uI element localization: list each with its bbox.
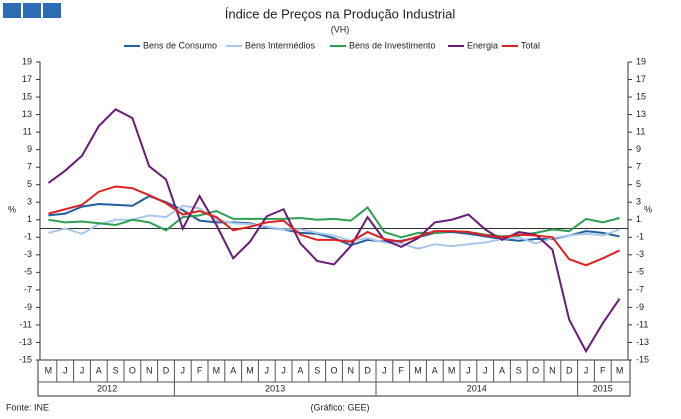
y-tick-label: 7 [27, 162, 32, 172]
x-tick-label: A [297, 365, 303, 375]
year-label: 2013 [265, 383, 285, 393]
x-tick-label: J [265, 365, 270, 375]
x-tick-label: O [330, 365, 337, 375]
x-tick-label: J [63, 365, 68, 375]
y-tick-label: 11 [23, 126, 32, 136]
y-tick-label: 9 [27, 144, 32, 154]
y2-tick-label: 1 [636, 214, 641, 224]
y-tick-label: -15 [19, 354, 32, 364]
x-tick-label: O [129, 365, 136, 375]
year-label: 2012 [97, 383, 117, 393]
x-tick-label: M [246, 365, 254, 375]
x-tick-label: A [499, 365, 505, 375]
x-tick-label: F [197, 365, 203, 375]
y-tick-label: -7 [24, 284, 32, 294]
x-tick-label: J [281, 365, 286, 375]
y-tick-label: -13 [19, 337, 32, 347]
y2-tick-label: 13 [636, 109, 646, 119]
y-tick-label: 15 [22, 91, 32, 101]
x-tick-label: M [45, 365, 53, 375]
year-label: 2014 [467, 383, 487, 393]
y-tick-label: 1 [27, 214, 32, 224]
x-tick-label: A [96, 365, 102, 375]
y2-tick-label: -1 [636, 232, 644, 242]
x-tick-label: F [600, 365, 606, 375]
x-tick-label: J [181, 365, 186, 375]
x-tick-label: J [466, 365, 471, 375]
y-tick-label: -11 [20, 319, 32, 329]
x-tick-label: N [348, 365, 355, 375]
y-tick-label: 3 [27, 197, 32, 207]
y-tick-label: -3 [24, 249, 32, 259]
x-tick-label: J [80, 365, 85, 375]
category-axis-box [37, 359, 631, 397]
x-tick-label: N [146, 365, 153, 375]
credit: (Gráfico: GEE) [310, 402, 369, 412]
chart-title: Índice de Preços na Produção Industrial [225, 6, 456, 21]
y2-tick-label: -11 [636, 319, 648, 329]
legend-label: Total [521, 40, 540, 50]
series-line [48, 206, 620, 239]
x-tick-label: M [616, 365, 624, 375]
y-tick-label: 13 [22, 109, 32, 119]
y2-axis-label: % [644, 204, 652, 214]
y2-tick-label: -9 [636, 302, 644, 312]
y2-tick-label: 19 [636, 56, 646, 66]
x-tick-label: N [549, 365, 556, 375]
y2-tick-label: -3 [636, 249, 644, 259]
y-tick-label: -5 [24, 267, 32, 277]
series-line [48, 185, 621, 267]
x-tick-label: S [516, 365, 522, 375]
logo-square [23, 3, 41, 18]
x-tick-label: J [584, 365, 589, 375]
x-tick-label: J [483, 365, 488, 375]
y-axis-label: % [8, 204, 16, 214]
y-tick-label: 17 [22, 74, 32, 84]
legend-label: Energia [467, 40, 498, 50]
x-tick-label: D [566, 365, 573, 375]
source: Fonte: INE [6, 402, 49, 412]
y2-tick-label: 17 [636, 74, 646, 84]
y-tick-label: -9 [24, 302, 32, 312]
y-tick-label: 5 [27, 179, 32, 189]
y2-tick-label: 3 [636, 197, 641, 207]
x-tick-label: O [532, 365, 539, 375]
x-tick-label: J [382, 365, 387, 375]
y2-tick-label: 9 [636, 144, 641, 154]
y2-tick-label: -5 [636, 267, 644, 277]
legend-label: Bens Intermédios [245, 40, 316, 50]
x-tick-label: S [113, 365, 119, 375]
y2-tick-label: 7 [636, 162, 641, 172]
x-tick-label: A [432, 365, 438, 375]
legend-label: Bens de Investimento [349, 40, 436, 50]
y2-tick-label: 15 [636, 91, 646, 101]
year-label: 2015 [593, 383, 613, 393]
x-tick-label: M [213, 365, 221, 375]
chart-subtitle: (VH) [331, 24, 350, 34]
legend-label: Bens de Consumo [143, 40, 217, 50]
x-tick-label: F [398, 365, 404, 375]
y-tick-label: 19 [22, 56, 32, 66]
y2-tick-label: -15 [636, 354, 649, 364]
series-line [47, 108, 621, 354]
logo-square [43, 3, 61, 18]
x-tick-label: M [414, 365, 422, 375]
x-tick-label: S [314, 365, 320, 375]
y2-tick-label: -13 [636, 337, 649, 347]
y-tick-label: -1 [24, 232, 32, 242]
series-line [48, 204, 620, 250]
x-tick-label: D [364, 365, 371, 375]
x-tick-label: M [448, 365, 456, 375]
y2-tick-label: -7 [636, 284, 644, 294]
x-tick-label: D [163, 365, 170, 375]
y2-tick-label: 5 [636, 179, 641, 189]
logo-square [3, 3, 21, 18]
x-tick-label: A [230, 365, 236, 375]
y2-tick-label: 11 [636, 126, 645, 136]
